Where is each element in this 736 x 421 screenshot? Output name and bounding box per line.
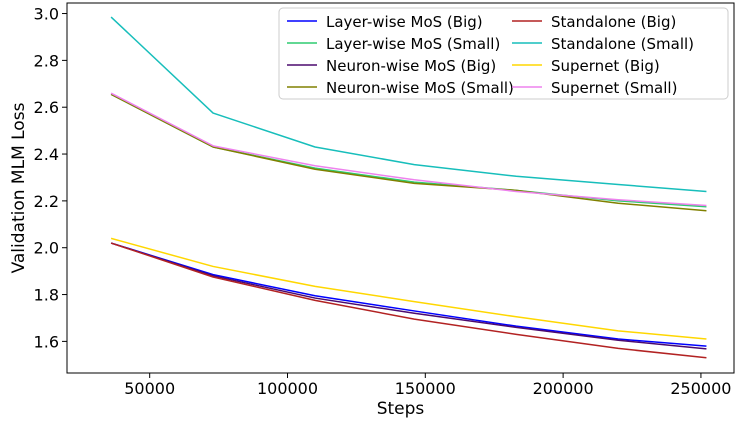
x-tick-label: 250000 xyxy=(670,379,731,398)
x-tick-label: 100000 xyxy=(257,379,318,398)
legend-label: Layer-wise MoS (Big) xyxy=(326,13,483,31)
x-axis-label: Steps xyxy=(377,399,425,419)
series-line-0 xyxy=(110,242,707,347)
legend: Layer-wise MoS (Big) Layer-wise MoS (Smal… xyxy=(278,7,729,100)
y-tick-label: 2.8 xyxy=(34,51,59,70)
legend-label: Neuron-wise MoS (Small) xyxy=(326,79,514,97)
y-tick-label: 3.0 xyxy=(34,5,59,24)
legend-label: Standalone (Small) xyxy=(551,35,694,53)
y-tick-label: 1.8 xyxy=(34,286,59,305)
legend-label: Standalone (Big) xyxy=(551,13,676,31)
series-line-7 xyxy=(110,92,707,207)
legend-label: Supernet (Small) xyxy=(551,79,677,97)
x-tick-label: 50000 xyxy=(124,379,175,398)
y-tick-label: 2.0 xyxy=(34,239,59,258)
series-line-3 xyxy=(110,93,707,212)
legend-box xyxy=(278,7,729,100)
series-line-4 xyxy=(110,242,707,359)
y-axis-label: Validation MLM Loss xyxy=(9,102,29,273)
y-tick-label: 2.6 xyxy=(34,98,59,117)
x-tick-label: 200000 xyxy=(533,379,594,398)
legend-label: Layer-wise MoS (Small) xyxy=(326,35,500,53)
x-tick-label: 150000 xyxy=(395,379,456,398)
plot-frame xyxy=(66,2,735,374)
series-lines xyxy=(110,16,707,359)
series-line-6 xyxy=(110,237,707,340)
legend-label: Neuron-wise MoS (Big) xyxy=(326,57,496,75)
y-axis-ticks: 1.6 1.8 2.0 2.2 2.4 2.6 2.8 3.0 xyxy=(34,5,67,351)
x-axis-ticks: 50000 100000 150000 200000 250000 xyxy=(124,373,731,398)
y-tick-label: 1.6 xyxy=(34,332,59,351)
series-line-5 xyxy=(110,16,707,193)
series-line-2 xyxy=(110,242,707,350)
y-tick-label: 2.2 xyxy=(34,192,59,211)
legend-label: Supernet (Big) xyxy=(551,57,660,75)
y-tick-label: 2.4 xyxy=(34,145,59,164)
